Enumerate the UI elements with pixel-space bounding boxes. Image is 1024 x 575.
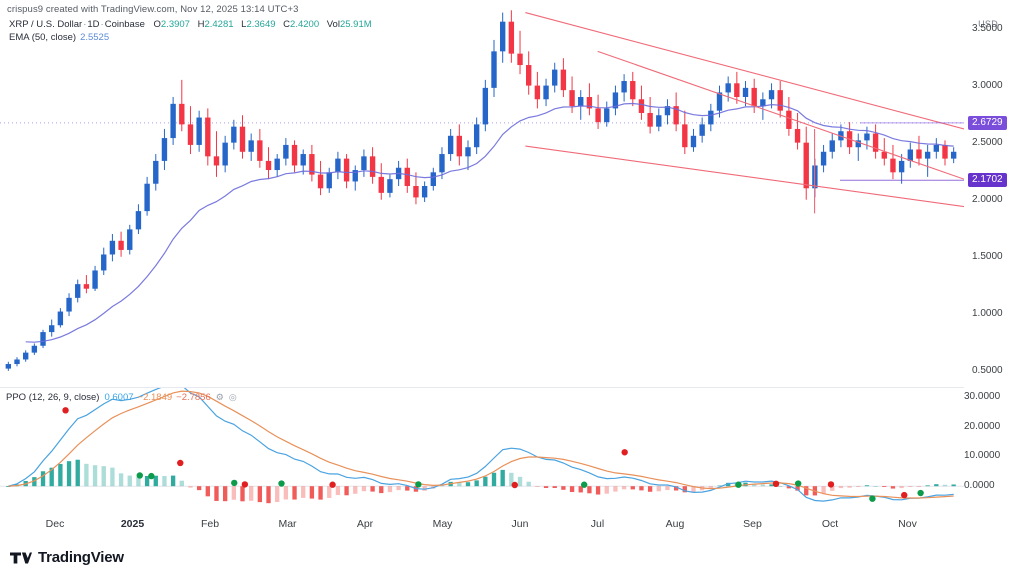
sell-marker (62, 407, 69, 414)
time-tick-label: May (432, 518, 453, 530)
sell-marker (901, 491, 908, 499)
price-tick-label: 0.5000 (972, 364, 1003, 376)
price-tick-label: 1.0000 (972, 307, 1003, 319)
eye-icon[interactable]: ◎ (228, 392, 237, 402)
sell-marker (241, 481, 249, 488)
buy-marker (136, 472, 143, 479)
ema-legend-value: 2.5525 (80, 32, 110, 43)
buy-marker (415, 481, 422, 488)
time-tick-label: Jul (590, 518, 605, 530)
buy-marker (148, 472, 155, 480)
buy-marker (917, 489, 924, 497)
legend-close-value: 2.4200 (290, 19, 320, 30)
time-tick-label: 2025 (120, 518, 145, 530)
ppo-tick-label: 10.0000 (964, 450, 1001, 462)
buy-marker (278, 480, 285, 487)
price-axis[interactable]: 3.5000 3.0000 2.5000 2.0000 1.5000 1.0000 0.50… (964, 0, 1024, 388)
legend-high-value: 2.4281 (204, 19, 234, 30)
legend-exchange[interactable]: Coinbase (104, 19, 145, 30)
time-tick-label: Sep (743, 518, 762, 530)
buy-marker (735, 481, 742, 488)
time-tick-label: Feb (200, 518, 220, 530)
time-tick-label: Aug (665, 518, 685, 530)
tradingview-branding: TradingView (10, 549, 124, 566)
price-tick-label: 3.5000 (972, 22, 1003, 34)
price-tick-label: 2.0000 (972, 193, 1003, 205)
legend-open-label: O (153, 19, 161, 30)
price-badge[interactable]: 2.1702 (968, 173, 1007, 188)
price-tick-label: 3.0000 (972, 79, 1003, 91)
time-tick-label: Jun (511, 518, 529, 530)
ppo-indicator-canvas[interactable] (0, 388, 964, 510)
gear-icon[interactable]: ⚙ (215, 392, 224, 402)
sell-marker (772, 480, 780, 488)
ppo-tick-label: 30.0000 (964, 390, 1001, 402)
time-tick-label: Apr (356, 518, 374, 530)
sell-marker (177, 459, 184, 467)
legend-volume-label: Vol (326, 19, 340, 30)
legend-low-label: L (241, 19, 247, 30)
buy-marker (869, 495, 876, 502)
attribution-text: crispus9 created with TradingView.com, N… (7, 4, 299, 15)
price-axis-currency: USD (978, 19, 998, 29)
chart-legend: XRP / U.S. Dollar·1D·Coinbase O2.3907 H2… (9, 19, 372, 30)
time-tick-label: Oct (821, 518, 839, 530)
ppo-value-histogram: −2.7856 (176, 392, 211, 403)
price-chart-canvas[interactable] (0, 0, 964, 388)
time-tick-label: Mar (278, 518, 297, 530)
sell-marker (827, 481, 835, 488)
legend-volume-value: 25.91M (339, 19, 372, 30)
legend-interval[interactable]: 1D (87, 19, 100, 30)
buy-marker (794, 480, 802, 487)
sell-marker (329, 481, 336, 488)
legend-low-value: 2.3649 (246, 19, 276, 30)
panel-divider (0, 387, 964, 388)
tradingview-logo-icon (10, 552, 32, 563)
ppo-tick-label: 20.0000 (964, 420, 1001, 432)
time-tick-label: Nov (898, 518, 917, 530)
tradingview-brand-text: TradingView (38, 549, 124, 566)
ema-legend-label: EMA (50, close) (9, 32, 77, 43)
buy-marker (231, 479, 238, 487)
sell-marker (621, 449, 628, 456)
ppo-legend[interactable]: PPO (12, 26, 9, close) 0.6007 −2.1849 −2.78… (6, 392, 237, 403)
ppo-value-signal: −2.1849 (137, 392, 173, 403)
sell-marker (511, 481, 518, 489)
time-axis[interactable]: Dec 2025 Feb Mar Apr May Jun Jul Aug Sep Oct Nov (0, 518, 964, 542)
time-tick-label: Dec (45, 518, 65, 530)
ppo-tick-label: 0.0000 (964, 480, 995, 492)
price-badge[interactable]: 2.6729 (968, 115, 1007, 130)
buy-marker (580, 481, 588, 488)
legend-open-value: 2.3907 (160, 19, 190, 30)
ema-legend[interactable]: EMA (50, close) 2.5525 (9, 32, 109, 43)
legend-high-label: H (197, 19, 205, 30)
legend-close-label: C (283, 19, 291, 30)
ppo-axis[interactable]: 30.0000 20.0000 10.0000 0.0000 (958, 388, 1024, 510)
price-tick-label: 2.5000 (972, 136, 1003, 148)
ppo-legend-title: PPO (12, 26, 9, close) (6, 392, 100, 403)
price-tick-label: 1.5000 (972, 250, 1003, 262)
ppo-value-main: 0.6007 (104, 392, 134, 403)
legend-symbol[interactable]: XRP / U.S. Dollar (9, 19, 83, 30)
